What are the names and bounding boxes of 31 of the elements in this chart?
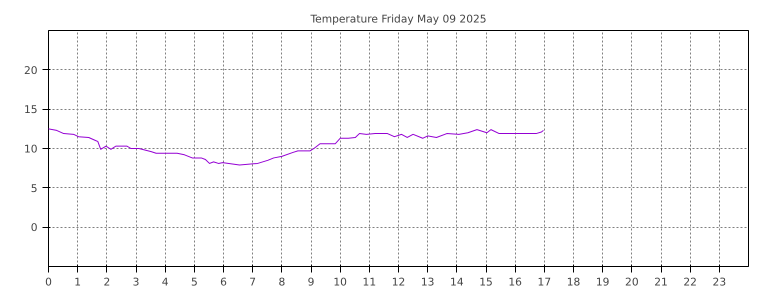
x-tick-label: 20	[625, 276, 639, 288]
y-tick-label: 15	[24, 103, 38, 116]
y-tick-label: 0	[30, 221, 38, 234]
x-tick-label: 16	[508, 276, 522, 288]
x-tick-label: 6	[220, 276, 228, 288]
x-tick-label: 12	[392, 276, 406, 288]
x-tick-label: 13	[420, 276, 434, 288]
y-tick-label: 5	[30, 182, 38, 195]
x-tick-label: 18	[566, 276, 580, 288]
y-tick-label: 20	[24, 64, 38, 77]
x-tick-label: 5	[190, 276, 198, 288]
x-tick-label: 0	[45, 276, 52, 288]
line-series	[48, 128, 544, 166]
x-tick-label: 15	[479, 276, 493, 288]
y-tick-label: 10	[24, 142, 38, 156]
x-tick-label: 17	[538, 276, 552, 288]
x-tick-label: 11	[362, 276, 376, 288]
x-tick-label: 10	[333, 276, 348, 288]
x-tick-label: 14	[450, 276, 464, 288]
chart-title: Temperature Friday May 09 2025	[309, 12, 487, 26]
x-tick-label: 23	[712, 276, 726, 288]
x-tick-label: 9	[308, 276, 315, 288]
x-tick-label: 22	[683, 276, 697, 288]
x-tick-label: 7	[249, 276, 256, 288]
x-tick-label: 21	[654, 276, 668, 288]
x-tick-label: 3	[132, 276, 140, 288]
x-tick-label: 19	[596, 276, 610, 288]
x-tick-label: 4	[162, 276, 169, 288]
x-tick-label: 8	[278, 276, 286, 288]
x-tick-label: 1	[74, 276, 82, 288]
x-tick-label: 2	[103, 276, 110, 288]
